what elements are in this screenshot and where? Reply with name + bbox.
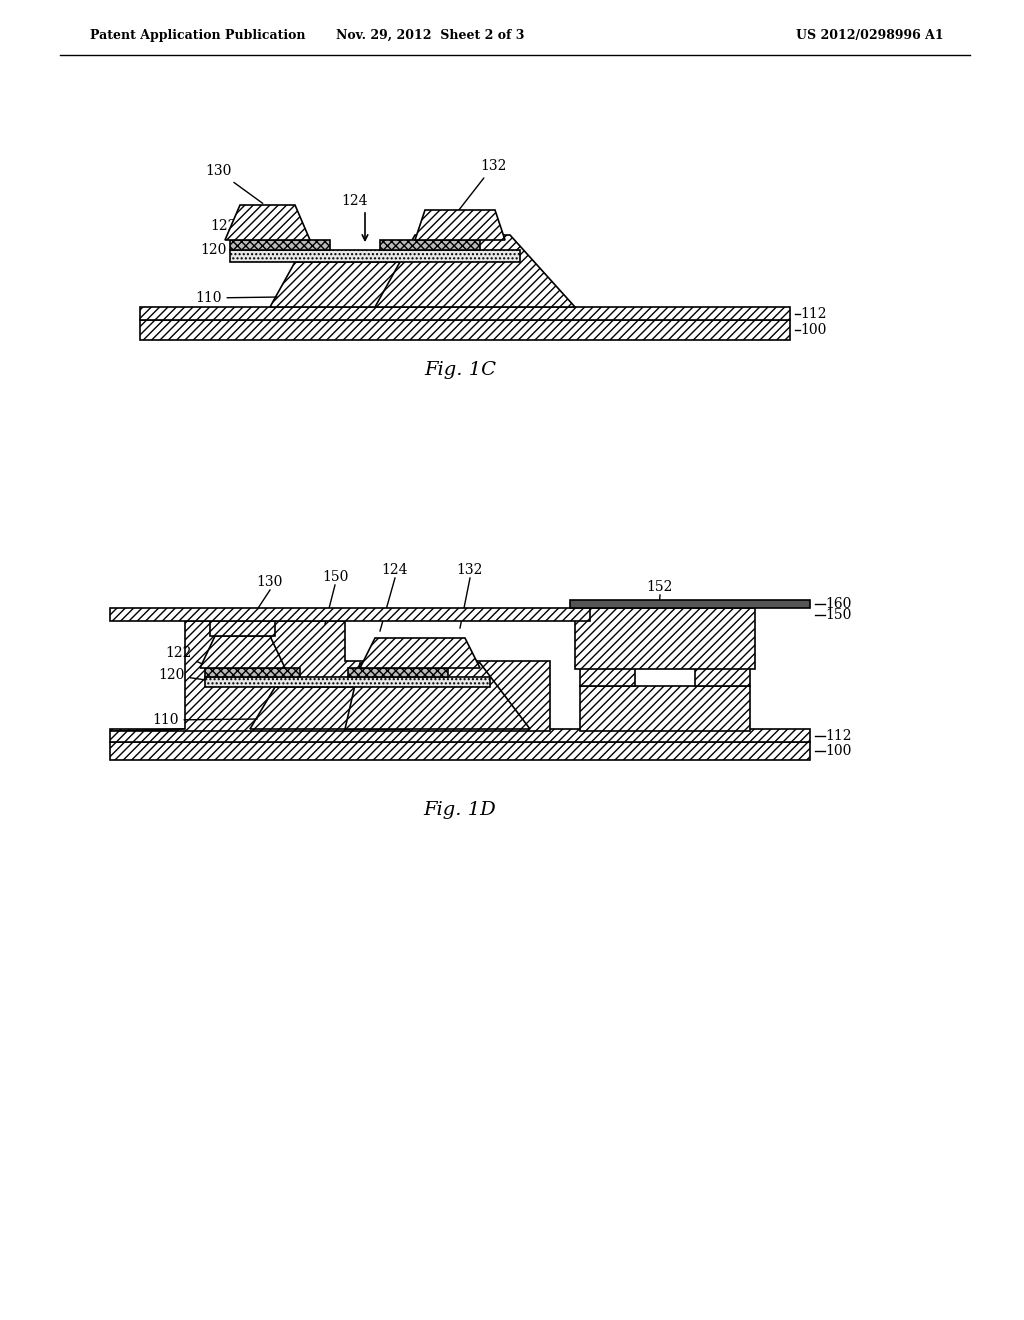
Text: Fig. 1C: Fig. 1C	[424, 360, 496, 379]
Text: 124: 124	[382, 564, 409, 577]
Polygon shape	[375, 235, 575, 308]
Text: 150: 150	[322, 570, 348, 583]
Polygon shape	[380, 240, 480, 249]
Polygon shape	[110, 609, 590, 620]
Text: 152: 152	[647, 579, 673, 594]
Text: Patent Application Publication: Patent Application Publication	[90, 29, 305, 41]
Text: 122: 122	[165, 645, 217, 671]
Text: 150: 150	[825, 609, 851, 622]
Polygon shape	[230, 240, 330, 249]
Polygon shape	[110, 742, 810, 760]
Text: 132: 132	[457, 158, 507, 213]
Polygon shape	[695, 667, 750, 686]
Polygon shape	[570, 601, 810, 609]
Text: Fig. 1D: Fig. 1D	[424, 801, 497, 818]
Text: 112: 112	[825, 729, 852, 743]
Polygon shape	[110, 620, 550, 731]
Polygon shape	[205, 677, 490, 686]
Polygon shape	[225, 205, 310, 240]
Text: 130: 130	[205, 164, 263, 203]
Polygon shape	[580, 686, 750, 731]
Text: 130: 130	[257, 576, 284, 589]
Polygon shape	[250, 686, 410, 729]
Polygon shape	[205, 668, 300, 677]
Text: 132: 132	[457, 564, 483, 577]
Polygon shape	[110, 729, 810, 742]
Text: 120: 120	[158, 668, 217, 682]
Text: 100: 100	[825, 744, 851, 758]
Polygon shape	[345, 663, 530, 729]
Text: 110: 110	[152, 713, 257, 727]
Polygon shape	[270, 261, 430, 308]
Text: US 2012/0298996 A1: US 2012/0298996 A1	[797, 29, 944, 41]
Text: 122: 122	[210, 219, 278, 244]
Text: 124: 124	[342, 194, 369, 209]
Text: Nov. 29, 2012  Sheet 2 of 3: Nov. 29, 2012 Sheet 2 of 3	[336, 29, 524, 41]
Polygon shape	[580, 667, 635, 686]
Text: 120: 120	[200, 243, 278, 257]
Text: 112: 112	[800, 308, 826, 321]
Polygon shape	[200, 636, 285, 668]
Text: 110: 110	[195, 290, 278, 305]
Polygon shape	[230, 249, 520, 261]
Polygon shape	[210, 620, 275, 636]
Polygon shape	[348, 668, 449, 677]
Polygon shape	[140, 308, 790, 319]
Polygon shape	[575, 609, 755, 669]
Text: 100: 100	[800, 323, 826, 337]
Text: 160: 160	[825, 597, 851, 611]
Polygon shape	[415, 210, 505, 240]
Polygon shape	[140, 319, 790, 341]
Polygon shape	[360, 638, 480, 668]
